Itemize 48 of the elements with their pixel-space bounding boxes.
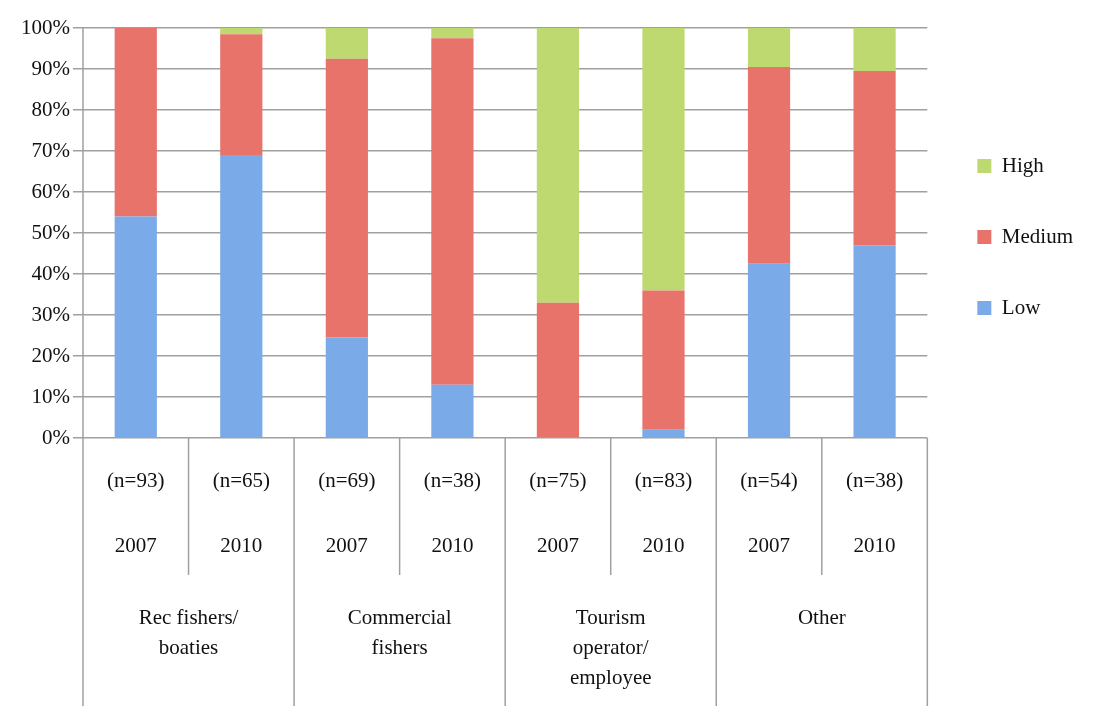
text: Tourism operator/ employee [569, 604, 652, 689]
y-tick-label: 100% [20, 14, 70, 39]
category-label: (n=83) 2010 [634, 467, 693, 557]
bar [431, 28, 474, 39]
bar [325, 28, 368, 59]
bar [747, 66, 791, 264]
bar [747, 263, 791, 438]
category-label: (n=75) 2007 [529, 467, 587, 557]
y-tick-label: 40% [31, 260, 70, 285]
category-label: (n=38) 2010 [845, 467, 904, 557]
bar [325, 58, 368, 338]
bar [853, 71, 896, 246]
bar [325, 337, 368, 438]
bar [220, 155, 263, 438]
legend-label: High [1001, 152, 1045, 177]
y-tick-label: 10% [31, 383, 70, 408]
bar [747, 28, 791, 67]
text: Rec fishers/ boaties [138, 604, 239, 659]
category-label: (n=69) 2007 [318, 467, 376, 557]
bar [431, 384, 474, 438]
y-tick-label: 30% [31, 301, 70, 326]
y-tick-label: 90% [31, 55, 70, 80]
bar [853, 28, 896, 72]
bar [536, 28, 580, 303]
bar [431, 38, 474, 385]
text: Other [797, 604, 846, 629]
y-tick-label: 80% [31, 96, 70, 121]
bar [642, 290, 685, 430]
bar [642, 429, 685, 438]
category-label: (n=65) 2010 [212, 467, 270, 557]
bar [220, 34, 263, 156]
y-tick-label: 70% [31, 137, 70, 162]
bar [114, 216, 157, 438]
bar [114, 28, 157, 217]
y-tick-label: 60% [31, 178, 70, 203]
bar [220, 28, 263, 35]
y-tick-label: 20% [31, 342, 70, 367]
y-tick-label: 0% [41, 424, 70, 449]
text: Commercial fishers [347, 604, 452, 659]
bar [642, 28, 685, 291]
category-label: (n=38) 2010 [423, 467, 482, 557]
bar [853, 245, 896, 438]
bar [536, 302, 580, 438]
y-tick-label: 50% [31, 219, 70, 244]
legend-label: Low [1001, 294, 1042, 319]
category-label: (n=54) 2007 [740, 467, 798, 557]
category-label: (n=93) 2007 [107, 467, 165, 557]
legend-label: Medium [1001, 223, 1074, 248]
